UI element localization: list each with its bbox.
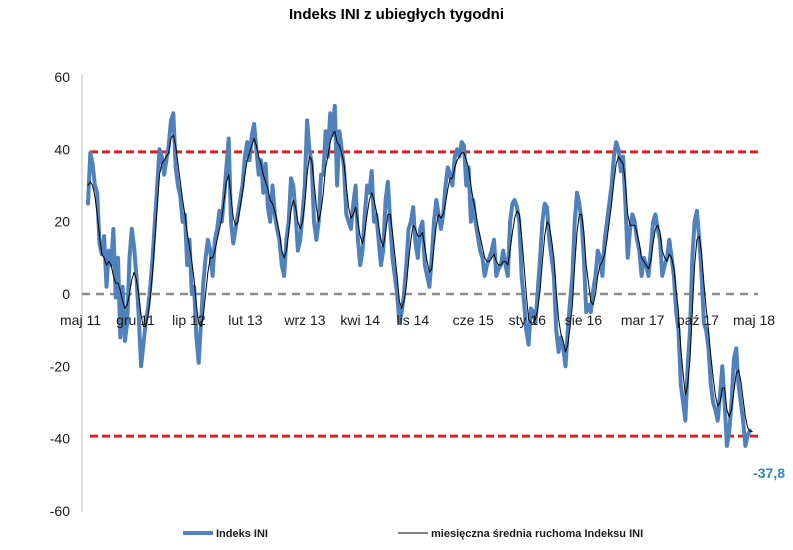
annotations: -37,8 — [753, 465, 785, 481]
reference-lines — [82, 150, 758, 438]
x-tick-label: wrz 13 — [283, 312, 325, 328]
series-layer — [86, 103, 753, 448]
y-tick-label: 0 — [62, 286, 70, 302]
series-line-indeks-ini — [86, 103, 752, 448]
x-tick-label: lis 14 — [397, 312, 430, 328]
x-tick-label: mar 17 — [621, 312, 665, 328]
x-tick-label: cze 15 — [453, 312, 494, 328]
x-tick-label: maj 18 — [733, 312, 775, 328]
x-tick-label: maj 11 — [60, 312, 101, 328]
x-tick-label: gru 11 — [116, 312, 155, 328]
legend-label-moving-average: miesięczna średnia ruchoma Indeksu INI — [431, 528, 643, 540]
legend: Indeks INI miesięczna średnia ruchoma Ind… — [183, 528, 643, 540]
x-tick-label: kwi 14 — [340, 312, 380, 328]
x-tick-label: lut 13 — [228, 312, 262, 328]
y-tick-label: 20 — [54, 214, 70, 230]
x-axis-ticks: maj 11 gru 11 lip 12 lut 13 wrz 13 kwi 14 lis … — [60, 312, 775, 328]
chart-title: Indeks INI z ubiegłych tygodni — [288, 6, 505, 23]
y-tick-label: 60 — [54, 69, 70, 85]
x-tick-label: lip 12 — [172, 312, 206, 328]
x-tick-label: sty 16 — [509, 312, 547, 328]
y-axis-ticks: 60 40 20 0 -20 -40 -60 — [50, 69, 70, 519]
y-tick-label: -60 — [50, 503, 70, 519]
y-tick-label: -40 — [50, 431, 70, 447]
x-tick-label: sie 16 — [565, 312, 603, 328]
y-tick-label: 40 — [54, 141, 70, 157]
x-tick-label: paź 17 — [677, 312, 719, 328]
y-tick-label: -20 — [50, 358, 70, 374]
series-line-moving-average — [87, 130, 753, 432]
last-value-annotation: -37,8 — [753, 465, 785, 481]
legend-label-indeks-ini: Indeks INI — [216, 528, 268, 540]
